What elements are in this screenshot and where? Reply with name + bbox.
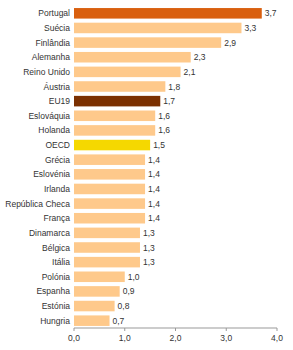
category-label: OECD bbox=[45, 140, 70, 150]
category-label: Hungria bbox=[40, 316, 70, 326]
data-label: 1,4 bbox=[148, 213, 160, 223]
x-tick bbox=[175, 328, 176, 331]
x-tick bbox=[74, 328, 75, 331]
data-label: 1,0 bbox=[128, 272, 140, 282]
bar bbox=[74, 315, 110, 326]
data-label: 2,3 bbox=[194, 52, 206, 62]
category-label: Irlanda bbox=[44, 184, 70, 194]
data-label: 1,4 bbox=[148, 199, 160, 209]
data-label: 1,6 bbox=[158, 111, 170, 121]
x-tick-label: 1,0 bbox=[119, 333, 131, 343]
data-label: 1,4 bbox=[148, 169, 160, 179]
data-label: 1,6 bbox=[158, 125, 170, 135]
category-label: Suécia bbox=[44, 23, 70, 33]
bar bbox=[74, 257, 140, 268]
data-label: 3,3 bbox=[244, 23, 256, 33]
category-label: Itália bbox=[52, 257, 70, 267]
data-label: 1,4 bbox=[148, 184, 160, 194]
data-label: 3,7 bbox=[265, 8, 277, 18]
category-label: Portugal bbox=[38, 8, 70, 18]
category-label: Grécia bbox=[45, 155, 70, 165]
category-label: Eslováquia bbox=[28, 111, 70, 121]
chart: Portugal Suécia Finlândia Alemanha Reino Uni… bbox=[0, 0, 293, 350]
x-tick-label: 3,0 bbox=[220, 333, 232, 343]
data-label: 1,3 bbox=[143, 257, 155, 267]
x-tick bbox=[124, 328, 125, 331]
category-label: Dinamarca bbox=[29, 228, 70, 238]
data-label: 1,8 bbox=[168, 82, 180, 92]
category-label: EU19 bbox=[49, 96, 71, 106]
x-tick-label: 4,0 bbox=[271, 333, 283, 343]
bar bbox=[74, 242, 140, 253]
bar bbox=[74, 272, 125, 283]
bar bbox=[74, 198, 145, 209]
bar bbox=[74, 169, 145, 180]
data-label: 0,9 bbox=[123, 286, 135, 296]
x-tick-label: 0,0 bbox=[68, 333, 80, 343]
category-label: República Checa bbox=[5, 199, 70, 209]
bars bbox=[74, 8, 262, 326]
data-label: 1,7 bbox=[163, 96, 175, 106]
bar bbox=[74, 228, 140, 239]
bar bbox=[74, 8, 262, 19]
data-label: 1,3 bbox=[143, 228, 155, 238]
data-label: 1,3 bbox=[143, 243, 155, 253]
bar bbox=[74, 67, 181, 78]
x-tick-label: 2,0 bbox=[170, 333, 182, 343]
bar bbox=[74, 111, 155, 122]
bar bbox=[74, 37, 221, 48]
bar bbox=[74, 52, 191, 63]
category-label: Bélgica bbox=[42, 243, 70, 253]
data-label: 2,1 bbox=[184, 67, 196, 77]
data-label: 1,5 bbox=[153, 140, 165, 150]
page: {"chart_data": {"type": "bar", "orientat… bbox=[0, 0, 293, 350]
data-label: 0,8 bbox=[118, 301, 130, 311]
x-tick bbox=[277, 328, 278, 331]
category-label: Eslovénia bbox=[33, 169, 70, 179]
category-label: Reino Unido bbox=[23, 67, 70, 77]
data-label: 0,7 bbox=[113, 316, 125, 326]
data-label: 2,9 bbox=[224, 38, 236, 48]
category-label: Espanha bbox=[36, 286, 70, 296]
bar bbox=[74, 81, 165, 92]
x-tick bbox=[226, 328, 227, 331]
category-label: Áustria bbox=[44, 82, 71, 92]
category-label: Holanda bbox=[38, 125, 70, 135]
data-label: 1,4 bbox=[148, 155, 160, 165]
bar bbox=[74, 140, 150, 151]
bar bbox=[74, 286, 120, 297]
bar bbox=[74, 23, 241, 34]
category-label: Alemanha bbox=[32, 52, 71, 62]
category-label: França bbox=[44, 213, 71, 223]
bar bbox=[74, 184, 145, 195]
bar bbox=[74, 154, 145, 165]
bar bbox=[74, 301, 115, 312]
category-label: Polónia bbox=[42, 272, 71, 282]
category-label: Estónia bbox=[42, 301, 71, 311]
bar bbox=[74, 125, 155, 136]
bar bbox=[74, 213, 145, 224]
bar bbox=[74, 96, 160, 107]
category-label: Finlândia bbox=[36, 38, 71, 48]
